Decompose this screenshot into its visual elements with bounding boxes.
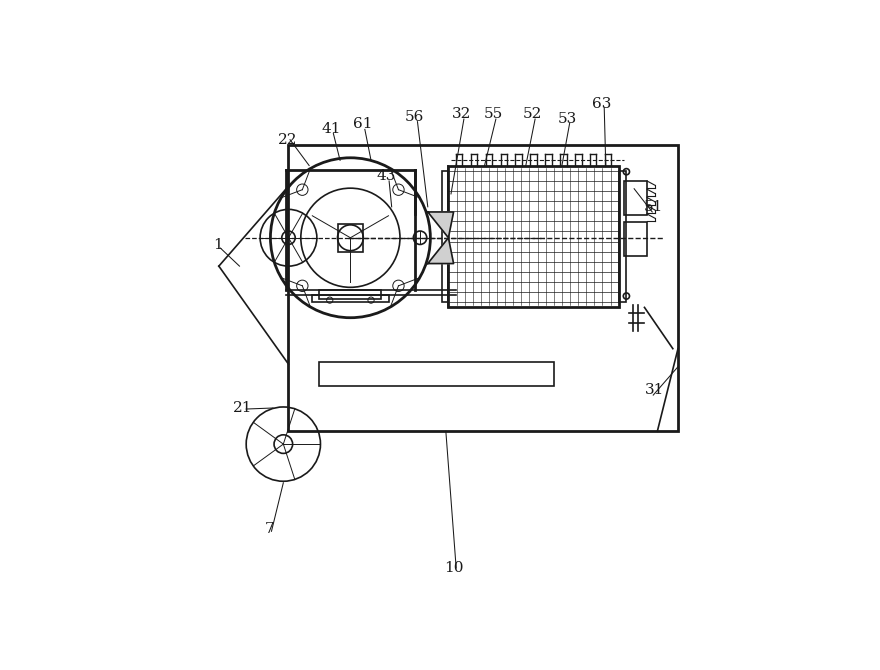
Text: 61: 61 <box>353 117 372 131</box>
Text: 55: 55 <box>484 107 503 121</box>
Text: 10: 10 <box>444 561 464 575</box>
Text: 21: 21 <box>233 401 253 415</box>
Text: 7: 7 <box>265 522 275 536</box>
Bar <box>449 165 619 308</box>
Text: 52: 52 <box>523 107 542 121</box>
Text: 63: 63 <box>592 96 612 111</box>
Text: 22: 22 <box>278 133 297 147</box>
Text: 43: 43 <box>377 169 396 183</box>
Bar <box>624 181 647 214</box>
Bar <box>338 224 363 252</box>
Bar <box>619 171 627 302</box>
Bar <box>624 222 647 256</box>
Bar <box>289 145 678 431</box>
Text: 56: 56 <box>405 109 424 123</box>
Bar <box>319 362 554 387</box>
Text: 41: 41 <box>321 123 341 137</box>
Text: 51: 51 <box>644 200 664 214</box>
Bar <box>319 289 381 299</box>
Text: 53: 53 <box>558 112 577 126</box>
Polygon shape <box>428 212 453 238</box>
Text: 1: 1 <box>213 239 223 253</box>
Bar <box>312 295 389 302</box>
Polygon shape <box>428 238 453 263</box>
Bar <box>443 171 449 302</box>
Text: 32: 32 <box>451 107 471 121</box>
Text: 31: 31 <box>645 383 664 397</box>
